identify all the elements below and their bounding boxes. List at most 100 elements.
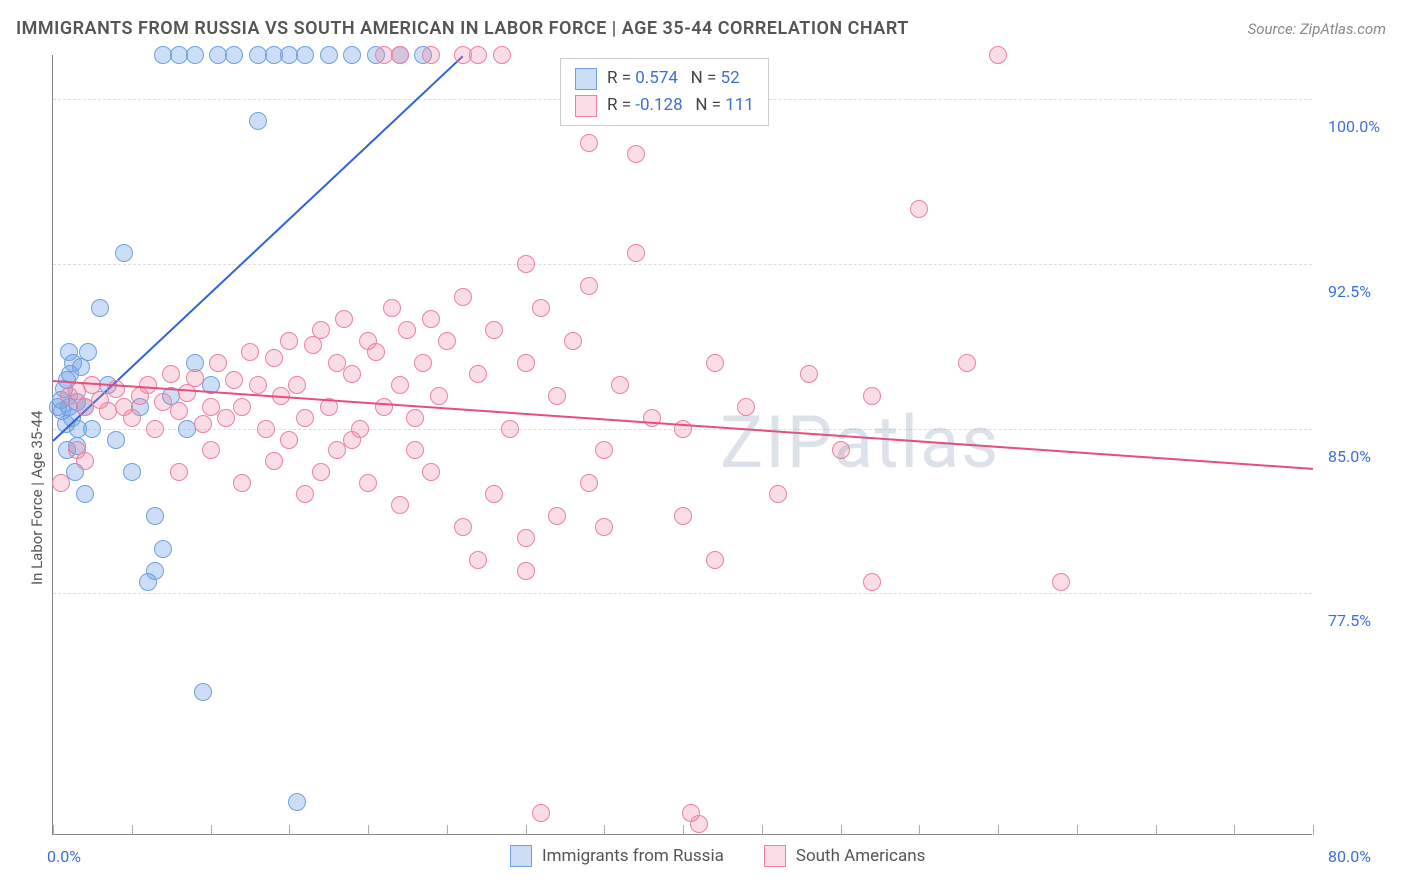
source-attribution: Source: ZipAtlas.com [1248,20,1386,38]
data-point [249,376,267,394]
data-point [60,343,78,361]
stats-legend-row: R = -0.128 N = 111 [575,92,754,119]
data-point [454,288,472,306]
data-point [343,46,361,64]
data-point [863,573,881,591]
x-tick [919,825,920,835]
data-point [107,380,125,398]
data-point [548,507,566,525]
data-point [391,376,409,394]
data-point [186,46,204,64]
data-point [469,365,487,383]
trend-line [53,380,1313,470]
data-point [383,299,401,317]
data-point [280,431,298,449]
data-point [517,354,535,372]
data-point [115,244,133,262]
data-point [280,332,298,350]
data-point [910,200,928,218]
data-point [288,376,306,394]
stats-legend-row: R = 0.574 N = 52 [575,65,754,92]
data-point [209,354,227,372]
data-point [91,299,109,317]
data-point [170,402,188,420]
data-point [485,321,503,339]
data-point [249,112,267,130]
x-tick [1313,825,1314,835]
data-point [107,431,125,449]
data-point [178,384,196,402]
data-point [241,343,259,361]
data-point [438,332,456,350]
x-tick [526,825,527,835]
data-point [186,369,204,387]
x-tick [211,825,212,835]
data-point [706,354,724,372]
data-point [422,310,440,328]
y-axis-label: In Labor Force | Age 35-44 [28,411,46,585]
data-point [406,409,424,427]
data-point [328,354,346,372]
data-point [674,420,692,438]
data-point [414,354,432,372]
data-point [422,463,440,481]
y-tick-label: 92.5% [1328,282,1371,301]
data-point [485,485,503,503]
x-tick-label: 0.0% [47,847,81,866]
x-tick [1234,825,1235,835]
data-point [288,793,306,811]
data-point [863,387,881,405]
data-point [217,409,235,427]
data-point [359,474,377,492]
data-point [832,441,850,459]
gridline [53,593,1312,594]
data-point [517,255,535,273]
y-tick-label: 85.0% [1328,447,1371,466]
data-point [194,683,212,701]
legend-item: South Americans [764,845,926,867]
data-point [406,441,424,459]
data-point [343,365,361,383]
data-point [146,420,164,438]
data-point [296,409,314,427]
x-tick [998,825,999,835]
data-point [154,540,172,558]
y-tick-label: 77.5% [1328,611,1371,630]
data-point [162,365,180,383]
data-point [72,358,90,376]
data-point [595,441,613,459]
data-point [233,398,251,416]
data-point [146,507,164,525]
data-point [123,409,141,427]
data-point [123,463,141,481]
legend-stat-text: R = 0.574 N = 52 [607,65,740,92]
x-tick [841,825,842,835]
data-point [76,485,94,503]
data-point [375,398,393,416]
data-point [564,332,582,350]
data-point [580,134,598,152]
data-point [52,474,70,492]
data-point [296,46,314,64]
data-point [76,452,94,470]
data-point [674,507,692,525]
data-point [627,244,645,262]
data-point [469,551,487,569]
data-point [265,452,283,470]
data-point [690,815,708,833]
x-tick [604,825,605,835]
data-point [627,145,645,163]
plot-area [52,55,1312,835]
data-point [532,804,550,822]
data-point [79,343,97,361]
data-point [194,415,212,433]
data-point [422,46,440,64]
data-point [958,354,976,372]
x-tick [447,825,448,835]
data-point [328,441,346,459]
series-legend: Immigrants from RussiaSouth Americans [510,845,925,867]
data-point [580,474,598,492]
data-point [532,299,550,317]
data-point [312,321,330,339]
data-point [989,46,1007,64]
